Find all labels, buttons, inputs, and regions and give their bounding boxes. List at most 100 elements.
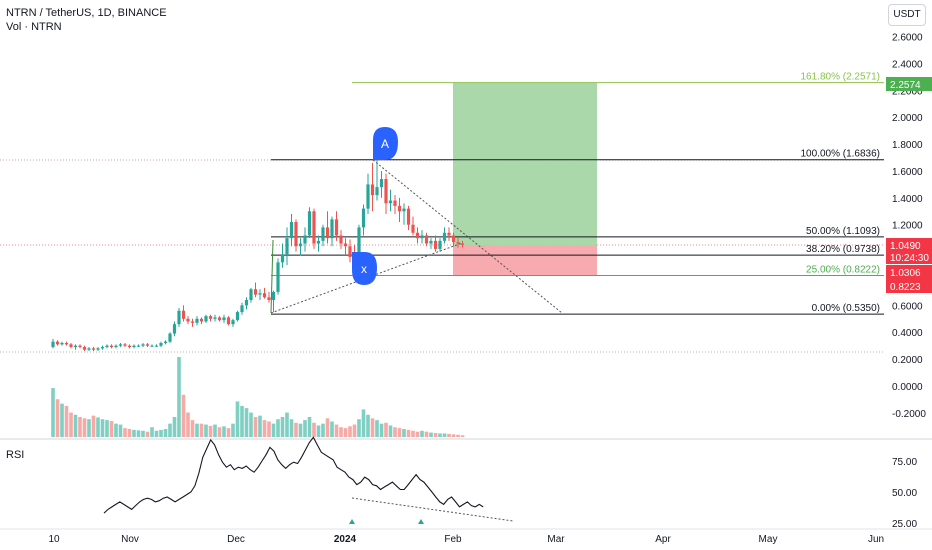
- candle-body[interactable]: [442, 232, 447, 241]
- candle-body[interactable]: [91, 348, 96, 350]
- candle-body[interactable]: [208, 316, 213, 319]
- candle-body[interactable]: [235, 312, 240, 321]
- volume-legend[interactable]: Vol · NTRN: [6, 21, 62, 33]
- candle-body[interactable]: [253, 289, 258, 295]
- candle-body[interactable]: [343, 243, 348, 247]
- candle-body[interactable]: [276, 262, 280, 292]
- candle-body[interactable]: [267, 297, 271, 300]
- candle-body[interactable]: [109, 345, 114, 348]
- candle-body[interactable]: [456, 242, 460, 244]
- candle-body[interactable]: [262, 293, 267, 298]
- candle-body[interactable]: [96, 348, 100, 350]
- candle-body[interactable]: [402, 208, 406, 212]
- candle-body[interactable]: [168, 333, 172, 342]
- pattern-marker-a[interactable]: [373, 127, 398, 160]
- position-loss-zone[interactable]: [453, 245, 597, 276]
- candle-body[interactable]: [69, 344, 73, 348]
- candle-body[interactable]: [217, 317, 222, 321]
- rsi-divergence-line[interactable]: [351, 497, 514, 522]
- candle-body[interactable]: [303, 235, 307, 244]
- rsi-line[interactable]: [103, 436, 484, 514]
- candle-body[interactable]: [114, 345, 118, 348]
- candle-body[interactable]: [222, 317, 226, 321]
- candle-body[interactable]: [118, 344, 123, 346]
- position-profit-zone[interactable]: [453, 82, 597, 246]
- candle-body[interactable]: [334, 219, 339, 236]
- candle-body[interactable]: [415, 232, 420, 239]
- candle-body[interactable]: [330, 219, 334, 239]
- candle-body[interactable]: [451, 235, 456, 243]
- candle-body[interactable]: [366, 184, 370, 209]
- candle-body[interactable]: [123, 344, 127, 346]
- candle-body[interactable]: [177, 310, 181, 325]
- candle-body[interactable]: [429, 240, 433, 244]
- candle-body[interactable]: [154, 345, 159, 347]
- candle-body[interactable]: [361, 208, 366, 228]
- candle-body[interactable]: [199, 318, 204, 322]
- symbol-title[interactable]: NTRN / TetherUS, 1D, BINANCE: [6, 7, 167, 19]
- candle-body[interactable]: [370, 184, 375, 196]
- candle-body[interactable]: [186, 318, 190, 322]
- rsi-legend[interactable]: RSI: [6, 449, 25, 461]
- candle-body[interactable]: [280, 254, 285, 263]
- candle-body[interactable]: [244, 299, 249, 306]
- candle-body[interactable]: [420, 235, 424, 239]
- candle-body[interactable]: [127, 345, 132, 348]
- candle-body[interactable]: [348, 246, 352, 257]
- candle-body[interactable]: [145, 344, 150, 346]
- candle-body[interactable]: [87, 348, 91, 350]
- candle-body[interactable]: [55, 341, 60, 345]
- candle-body[interactable]: [375, 187, 379, 196]
- currency-button[interactable]: USDT: [888, 4, 926, 26]
- candle-body[interactable]: [231, 320, 235, 325]
- candle-body[interactable]: [204, 316, 208, 322]
- candle-body[interactable]: [271, 291, 276, 300]
- candle-body[interactable]: [379, 179, 384, 188]
- pattern-marker-x[interactable]: [352, 252, 377, 285]
- candle-body[interactable]: [78, 345, 82, 348]
- candle-body[interactable]: [406, 208, 411, 225]
- candle-body[interactable]: [172, 324, 177, 334]
- candle-body[interactable]: [195, 318, 199, 323]
- candle-body[interactable]: [339, 235, 343, 244]
- candle-body[interactable]: [73, 345, 78, 348]
- candle-body[interactable]: [325, 227, 330, 239]
- candle-body[interactable]: [159, 342, 163, 346]
- candle-body[interactable]: [424, 235, 429, 244]
- candle-body[interactable]: [240, 305, 244, 313]
- candle-body[interactable]: [397, 205, 402, 212]
- candle-body[interactable]: [82, 347, 87, 350]
- candle-body[interactable]: [289, 222, 294, 239]
- candle-body[interactable]: [163, 341, 168, 343]
- candle-body[interactable]: [294, 222, 298, 247]
- candle-body[interactable]: [213, 317, 217, 319]
- candle-body[interactable]: [226, 317, 231, 325]
- candle-body[interactable]: [384, 179, 388, 204]
- candle-body[interactable]: [132, 345, 136, 348]
- candle-body[interactable]: [150, 345, 154, 347]
- candle-body[interactable]: [312, 211, 316, 244]
- candle-body[interactable]: [393, 200, 397, 206]
- candle-body[interactable]: [298, 243, 303, 247]
- trendline-down[interactable]: [372, 159, 563, 314]
- candle-body[interactable]: [307, 211, 312, 236]
- candle-body[interactable]: [438, 240, 442, 249]
- candle-body[interactable]: [258, 293, 262, 295]
- candle-body[interactable]: [64, 342, 69, 345]
- candle-body[interactable]: [433, 240, 438, 249]
- candle-body[interactable]: [447, 232, 451, 236]
- candle-body[interactable]: [136, 345, 141, 347]
- candle-body[interactable]: [181, 310, 186, 319]
- candle-body[interactable]: [411, 224, 415, 233]
- candle-body[interactable]: [285, 238, 289, 255]
- candle-body[interactable]: [100, 347, 105, 349]
- candle-body[interactable]: [190, 321, 195, 323]
- candle-body[interactable]: [316, 240, 321, 244]
- candle-body[interactable]: [357, 227, 361, 268]
- candle-body[interactable]: [249, 289, 253, 300]
- candle-body[interactable]: [388, 200, 393, 204]
- candle-body[interactable]: [321, 227, 325, 241]
- candle-body[interactable]: [60, 342, 64, 345]
- candle-body[interactable]: [51, 341, 55, 348]
